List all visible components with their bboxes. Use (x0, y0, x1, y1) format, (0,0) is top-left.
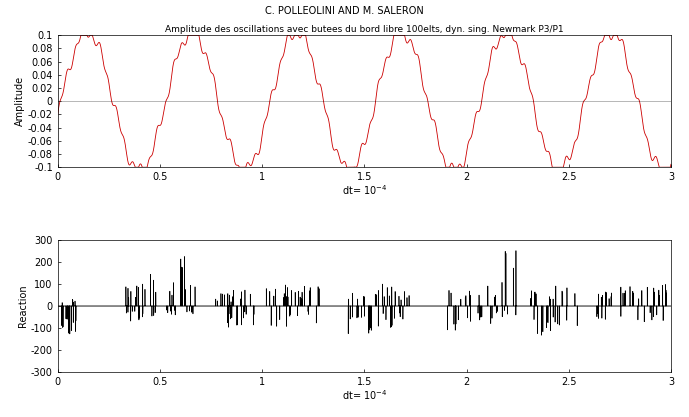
Text: C. POLLEOLINI AND M. SALERON: C. POLLEOLINI AND M. SALERON (265, 6, 424, 16)
Title: Amplitude des oscillations avec butees du bord libre 100elts, dyn. sing. Newmark: Amplitude des oscillations avec butees d… (165, 25, 564, 35)
X-axis label: dt= 10$^{-4}$: dt= 10$^{-4}$ (342, 183, 387, 197)
X-axis label: dt= 10$^{-4}$: dt= 10$^{-4}$ (342, 388, 387, 402)
Y-axis label: Reaction: Reaction (18, 285, 28, 327)
Y-axis label: Amplitude: Amplitude (15, 76, 25, 126)
